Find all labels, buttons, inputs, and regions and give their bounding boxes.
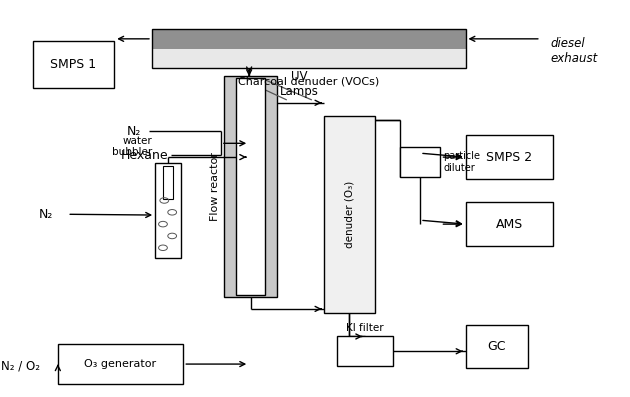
Bar [236, 78, 265, 295]
Bar [324, 116, 375, 313]
Text: UV
Lamps: UV Lamps [280, 70, 319, 98]
Text: SMPS 2: SMPS 2 [486, 150, 532, 164]
Text: Hexane: Hexane [120, 148, 168, 162]
Text: particle
diluter: particle diluter [444, 151, 481, 173]
Bar [155, 163, 181, 258]
Bar [163, 166, 173, 199]
Text: AMS: AMS [496, 218, 523, 231]
Text: O₃ generator: O₃ generator [84, 359, 157, 369]
Text: Flow reactor: Flow reactor [210, 152, 220, 221]
Bar [337, 337, 393, 366]
Text: water
bubbler: water bubbler [112, 135, 152, 157]
Bar [224, 76, 277, 297]
Bar [399, 147, 440, 177]
Text: N₂: N₂ [127, 125, 141, 138]
Text: Charcoal denuder (VOCs): Charcoal denuder (VOCs) [238, 76, 379, 86]
Text: diesel
exhaust: diesel exhaust [550, 37, 597, 65]
Bar [466, 135, 553, 179]
Text: SMPS 1: SMPS 1 [50, 58, 96, 71]
Text: KI filter: KI filter [346, 322, 384, 333]
Bar [33, 41, 114, 88]
Bar [152, 49, 466, 68]
Bar [466, 202, 553, 246]
Bar [466, 325, 529, 368]
Bar [152, 29, 466, 49]
Text: GC: GC [488, 340, 506, 353]
Bar [152, 29, 466, 68]
Bar [58, 344, 183, 384]
Text: N₂: N₂ [39, 208, 54, 221]
Text: N₂ / O₂: N₂ / O₂ [1, 360, 40, 372]
Text: denuder (O₃): denuder (O₃) [345, 181, 355, 248]
